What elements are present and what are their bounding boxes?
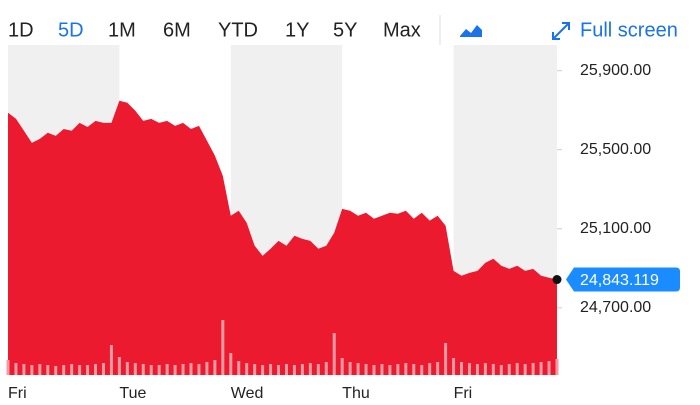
y-tick-label: 25,100.00 xyxy=(580,220,651,237)
volume-bar xyxy=(30,365,34,375)
volume-bar xyxy=(38,364,42,375)
chart-type-icon[interactable] xyxy=(460,25,482,37)
volume-bar xyxy=(284,364,288,375)
volume-bar xyxy=(396,364,400,375)
volume-bar xyxy=(539,362,543,375)
last-value-box xyxy=(566,267,680,292)
volume-bar xyxy=(213,360,217,375)
volume-bar xyxy=(78,365,82,375)
volume-bar xyxy=(372,365,376,375)
volume-bar xyxy=(467,363,471,375)
volume-bar xyxy=(444,343,448,375)
volume-bar xyxy=(197,364,201,375)
price-area xyxy=(8,100,557,375)
volume-bar xyxy=(277,365,281,375)
volume-bar xyxy=(141,364,145,375)
volume-bar xyxy=(189,363,193,375)
volume-bar xyxy=(269,364,273,375)
volume-bar xyxy=(308,363,312,375)
volume-bar xyxy=(292,365,296,375)
volume-bar xyxy=(412,364,416,375)
volume-bar xyxy=(253,364,257,375)
x-tick-label: Fri xyxy=(454,385,473,402)
volume-bar xyxy=(332,333,336,375)
range-button[interactable]: 1Y xyxy=(285,19,309,41)
volume-bar xyxy=(125,362,129,375)
range-button[interactable]: Max xyxy=(383,19,421,41)
volume-bar xyxy=(428,363,432,375)
volume-bar xyxy=(157,365,161,375)
volume-bar xyxy=(483,363,487,375)
volume-bar xyxy=(499,365,503,375)
volume-bar xyxy=(523,364,527,375)
volume-bar xyxy=(165,364,169,375)
volume-bar xyxy=(101,363,105,375)
volume-bar xyxy=(86,365,90,375)
volume-bar xyxy=(324,362,328,375)
volume-bar xyxy=(404,363,408,375)
y-tick-label: 25,900.00 xyxy=(580,62,651,79)
x-tick-label: Fri xyxy=(8,385,27,402)
range-button[interactable]: 5Y xyxy=(333,19,357,41)
x-tick-label: Tue xyxy=(119,385,146,402)
range-button[interactable]: 1M xyxy=(108,19,136,41)
last-point xyxy=(552,275,562,285)
volume-bar xyxy=(364,364,368,375)
volume-bar xyxy=(460,362,464,375)
range-button[interactable]: 1D xyxy=(8,19,34,41)
volume-bar xyxy=(436,362,440,375)
volume-bar xyxy=(547,361,551,375)
volume-bar xyxy=(181,364,185,375)
volume-bar xyxy=(475,364,479,375)
volume-bar xyxy=(54,366,58,375)
volume-bar xyxy=(62,365,66,375)
volume-bar xyxy=(555,359,559,375)
range-button[interactable]: YTD xyxy=(218,19,258,41)
y-tick-label: 24,700.00 xyxy=(580,299,651,316)
full-screen-button[interactable]: Full screen xyxy=(580,19,678,41)
volume-bar xyxy=(420,365,424,375)
volume-bar xyxy=(109,345,113,375)
volume-bar xyxy=(261,365,265,375)
range-button[interactable]: 6M xyxy=(163,19,191,41)
volume-bar xyxy=(507,364,511,375)
volume-bar xyxy=(491,364,495,375)
volume-bar xyxy=(245,363,249,375)
volume-bar xyxy=(221,320,225,375)
x-tick-label: Wed xyxy=(231,385,264,402)
volume-bar xyxy=(14,363,18,375)
volume-bar xyxy=(149,365,153,375)
volume-bar xyxy=(380,364,384,375)
volume-bar xyxy=(515,363,519,375)
full-screen-icon[interactable] xyxy=(552,22,570,40)
volume-bar xyxy=(300,364,304,375)
last-value-label: 24,843.119 xyxy=(580,272,659,289)
volume-bar xyxy=(229,353,233,375)
volume-bar xyxy=(452,358,456,375)
volume-bar xyxy=(205,362,209,375)
volume-bar xyxy=(348,362,352,375)
volume-bar xyxy=(117,357,121,375)
volume-bar xyxy=(237,361,241,375)
volume-bar xyxy=(70,364,74,375)
volume-bar xyxy=(531,363,535,375)
volume-bar xyxy=(22,364,26,375)
volume-bar xyxy=(316,364,320,375)
volume-bar xyxy=(173,365,177,375)
volume-bar xyxy=(356,363,360,375)
volume-bar xyxy=(46,365,50,375)
toolbar: 1D 5D 1M 6M YTD 1Y 5Y Max xyxy=(8,19,421,41)
volume-bar xyxy=(133,363,137,375)
volume-bar xyxy=(388,365,392,375)
y-tick-label: 25,500.00 xyxy=(580,141,651,158)
range-button[interactable]: 5D xyxy=(58,19,84,41)
volume-bar xyxy=(340,358,344,375)
x-tick-label: Thu xyxy=(342,385,370,402)
volume-bar xyxy=(6,360,10,375)
volume-bar xyxy=(94,364,98,375)
